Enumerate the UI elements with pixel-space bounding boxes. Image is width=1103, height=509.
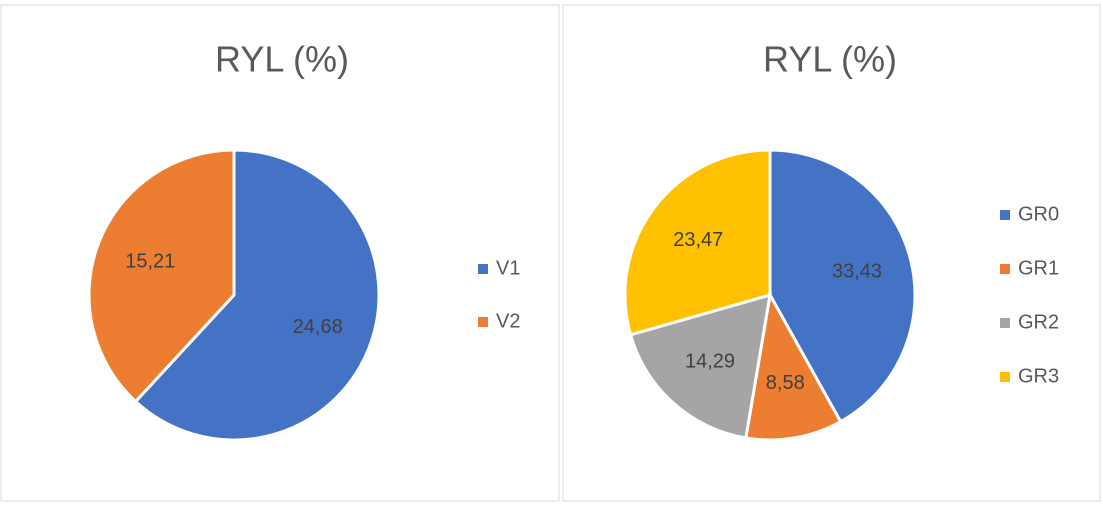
pie-slice bbox=[768, 148, 917, 424]
legend-label: GR0 bbox=[1018, 203, 1059, 225]
data-label: 24,68 bbox=[293, 316, 343, 338]
data-label: 14,29 bbox=[685, 350, 735, 372]
legend-label: GR2 bbox=[1018, 311, 1059, 333]
pie-slice bbox=[628, 292, 772, 440]
legend-swatch bbox=[1000, 264, 1010, 274]
legend-swatch bbox=[1000, 318, 1010, 328]
pie-slice bbox=[623, 148, 772, 337]
data-label: 23,47 bbox=[673, 229, 723, 251]
legend-swatch bbox=[478, 317, 488, 327]
data-label: 15,21 bbox=[125, 251, 175, 273]
legend-label: V1 bbox=[496, 257, 520, 279]
legend-label: GR1 bbox=[1018, 257, 1059, 279]
chart-title: RYL (%) bbox=[215, 39, 349, 80]
legend-label: GR3 bbox=[1018, 365, 1059, 387]
pie-slice bbox=[133, 148, 381, 442]
pie-slice bbox=[744, 290, 843, 442]
legend-swatch bbox=[478, 264, 488, 274]
legend-swatch bbox=[1000, 372, 1010, 382]
pie-slice bbox=[87, 148, 236, 404]
chart-title: RYL (%) bbox=[763, 39, 897, 80]
legend-swatch bbox=[1000, 210, 1010, 220]
legend-label: V2 bbox=[496, 310, 520, 332]
data-label: 8,58 bbox=[766, 372, 805, 394]
data-label: 33,43 bbox=[832, 261, 882, 283]
